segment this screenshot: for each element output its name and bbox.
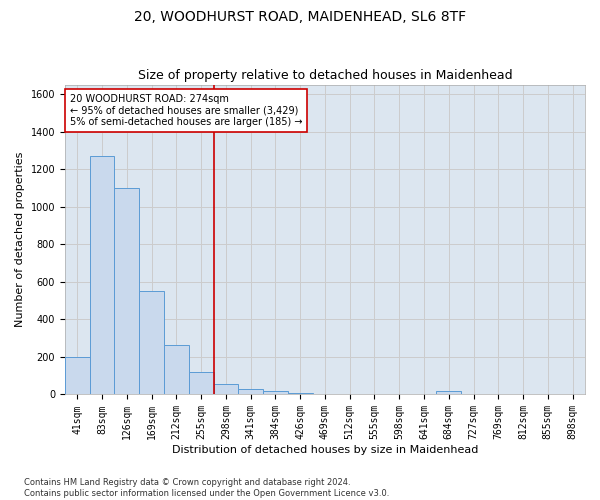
Bar xyxy=(214,384,238,394)
Text: 20, WOODHURST ROAD, MAIDENHEAD, SL6 8TF: 20, WOODHURST ROAD, MAIDENHEAD, SL6 8TF xyxy=(134,10,466,24)
Bar xyxy=(189,372,214,394)
Bar xyxy=(238,389,263,394)
Bar xyxy=(436,391,461,394)
Text: Contains HM Land Registry data © Crown copyright and database right 2024.
Contai: Contains HM Land Registry data © Crown c… xyxy=(24,478,389,498)
Bar xyxy=(263,391,288,394)
Bar xyxy=(164,344,189,395)
Bar xyxy=(139,291,164,395)
Bar xyxy=(65,358,89,395)
Title: Size of property relative to detached houses in Maidenhead: Size of property relative to detached ho… xyxy=(137,69,512,82)
Y-axis label: Number of detached properties: Number of detached properties xyxy=(15,152,25,327)
X-axis label: Distribution of detached houses by size in Maidenhead: Distribution of detached houses by size … xyxy=(172,445,478,455)
Bar xyxy=(115,188,139,394)
Bar xyxy=(288,392,313,394)
Bar xyxy=(89,156,115,394)
Text: 20 WOODHURST ROAD: 274sqm
← 95% of detached houses are smaller (3,429)
5% of sem: 20 WOODHURST ROAD: 274sqm ← 95% of detac… xyxy=(70,94,302,127)
